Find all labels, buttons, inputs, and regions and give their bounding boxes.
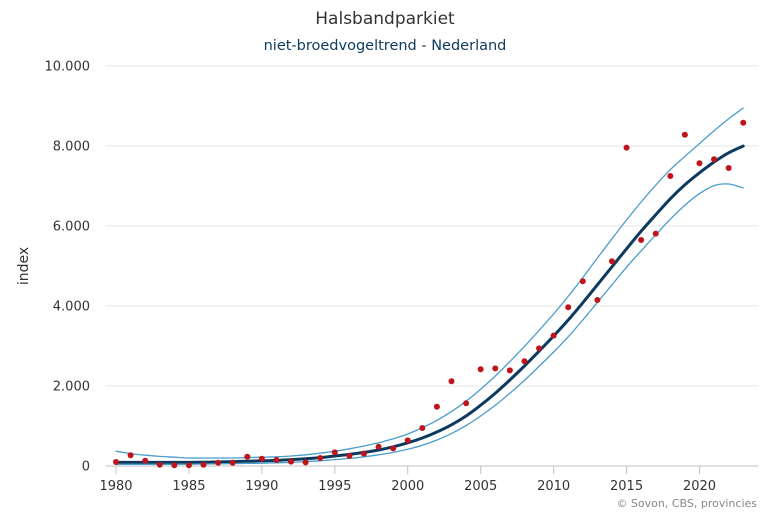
ci-upper-line (115, 107, 744, 459)
observed-point (696, 160, 703, 167)
x-tick-label: 2015 (610, 479, 643, 494)
observed-point (506, 367, 513, 374)
observed-point (142, 457, 149, 464)
observed-point (536, 345, 543, 352)
observed-point (156, 461, 163, 468)
x-tick-label: 1985 (172, 479, 205, 494)
observed-point (652, 230, 659, 237)
y-tick-label: 6.000 (53, 220, 90, 235)
observed-point (681, 131, 688, 138)
observed-point (346, 453, 353, 459)
observed-point (521, 358, 528, 365)
observed-point (638, 237, 645, 243)
observed-point (317, 455, 324, 461)
x-tick-label: 1995 (318, 479, 351, 494)
observed-point (725, 165, 732, 171)
observed-point (433, 403, 440, 410)
observed-point (113, 459, 119, 465)
observed-point (273, 457, 280, 463)
observed-point (288, 458, 295, 465)
y-tick-label: 8.000 (53, 140, 90, 155)
x-tick-labels: 1980 1985 1990 1995 2000 2005 2010 2015 2020 (99, 466, 716, 494)
observed-point (594, 297, 601, 303)
y-axis-title: index (16, 247, 32, 285)
grid-layer (106, 65, 758, 467)
observed-point (667, 173, 674, 179)
x-tick-label: 1980 (99, 479, 132, 494)
x-tick-label: 1990 (245, 479, 278, 494)
observed-point (171, 462, 178, 469)
observed-point (565, 304, 572, 311)
observed-point (448, 378, 455, 385)
observed-point (492, 365, 499, 372)
observed-point (215, 459, 222, 466)
observed-point (244, 453, 251, 460)
observed-point (463, 400, 470, 407)
credit-text: © Sovon, CBS, provincies (616, 497, 757, 510)
y-tick-label: 4.000 (53, 300, 90, 315)
y-tick-label: 10.000 (45, 60, 91, 75)
observed-point (302, 459, 309, 466)
x-tick-label: 2000 (391, 479, 424, 494)
observed-points (113, 119, 747, 469)
observed-point (477, 366, 484, 373)
observed-point (404, 437, 411, 444)
observed-point (579, 278, 586, 285)
series-layer (114, 107, 745, 466)
chart-subtitle: niet-broedvogeltrend - Nederland (264, 38, 507, 54)
observed-point (331, 449, 338, 456)
chart-title: Halsbandparkiet (315, 9, 455, 29)
observed-point (375, 443, 382, 450)
observed-point (608, 258, 615, 265)
observed-point (360, 450, 367, 457)
y-tick-label: 2.000 (53, 380, 90, 395)
observed-point (200, 461, 207, 468)
observed-point (258, 455, 265, 462)
x-tick-label: 2020 (683, 479, 716, 494)
observed-point (185, 462, 192, 469)
y-tick-labels: 0 2.000 4.000 6.000 8.000 10.000 (45, 60, 91, 475)
observed-point (127, 452, 134, 459)
y-tick-label: 0 (82, 460, 90, 475)
observed-point (711, 156, 718, 163)
x-tick-label: 2010 (537, 479, 570, 494)
observed-point (740, 119, 747, 126)
observed-point (550, 332, 557, 339)
x-tick-label: 2005 (464, 479, 497, 494)
observed-point (229, 459, 236, 466)
observed-point (419, 425, 426, 431)
observed-point (390, 445, 397, 452)
observed-point (623, 144, 630, 151)
